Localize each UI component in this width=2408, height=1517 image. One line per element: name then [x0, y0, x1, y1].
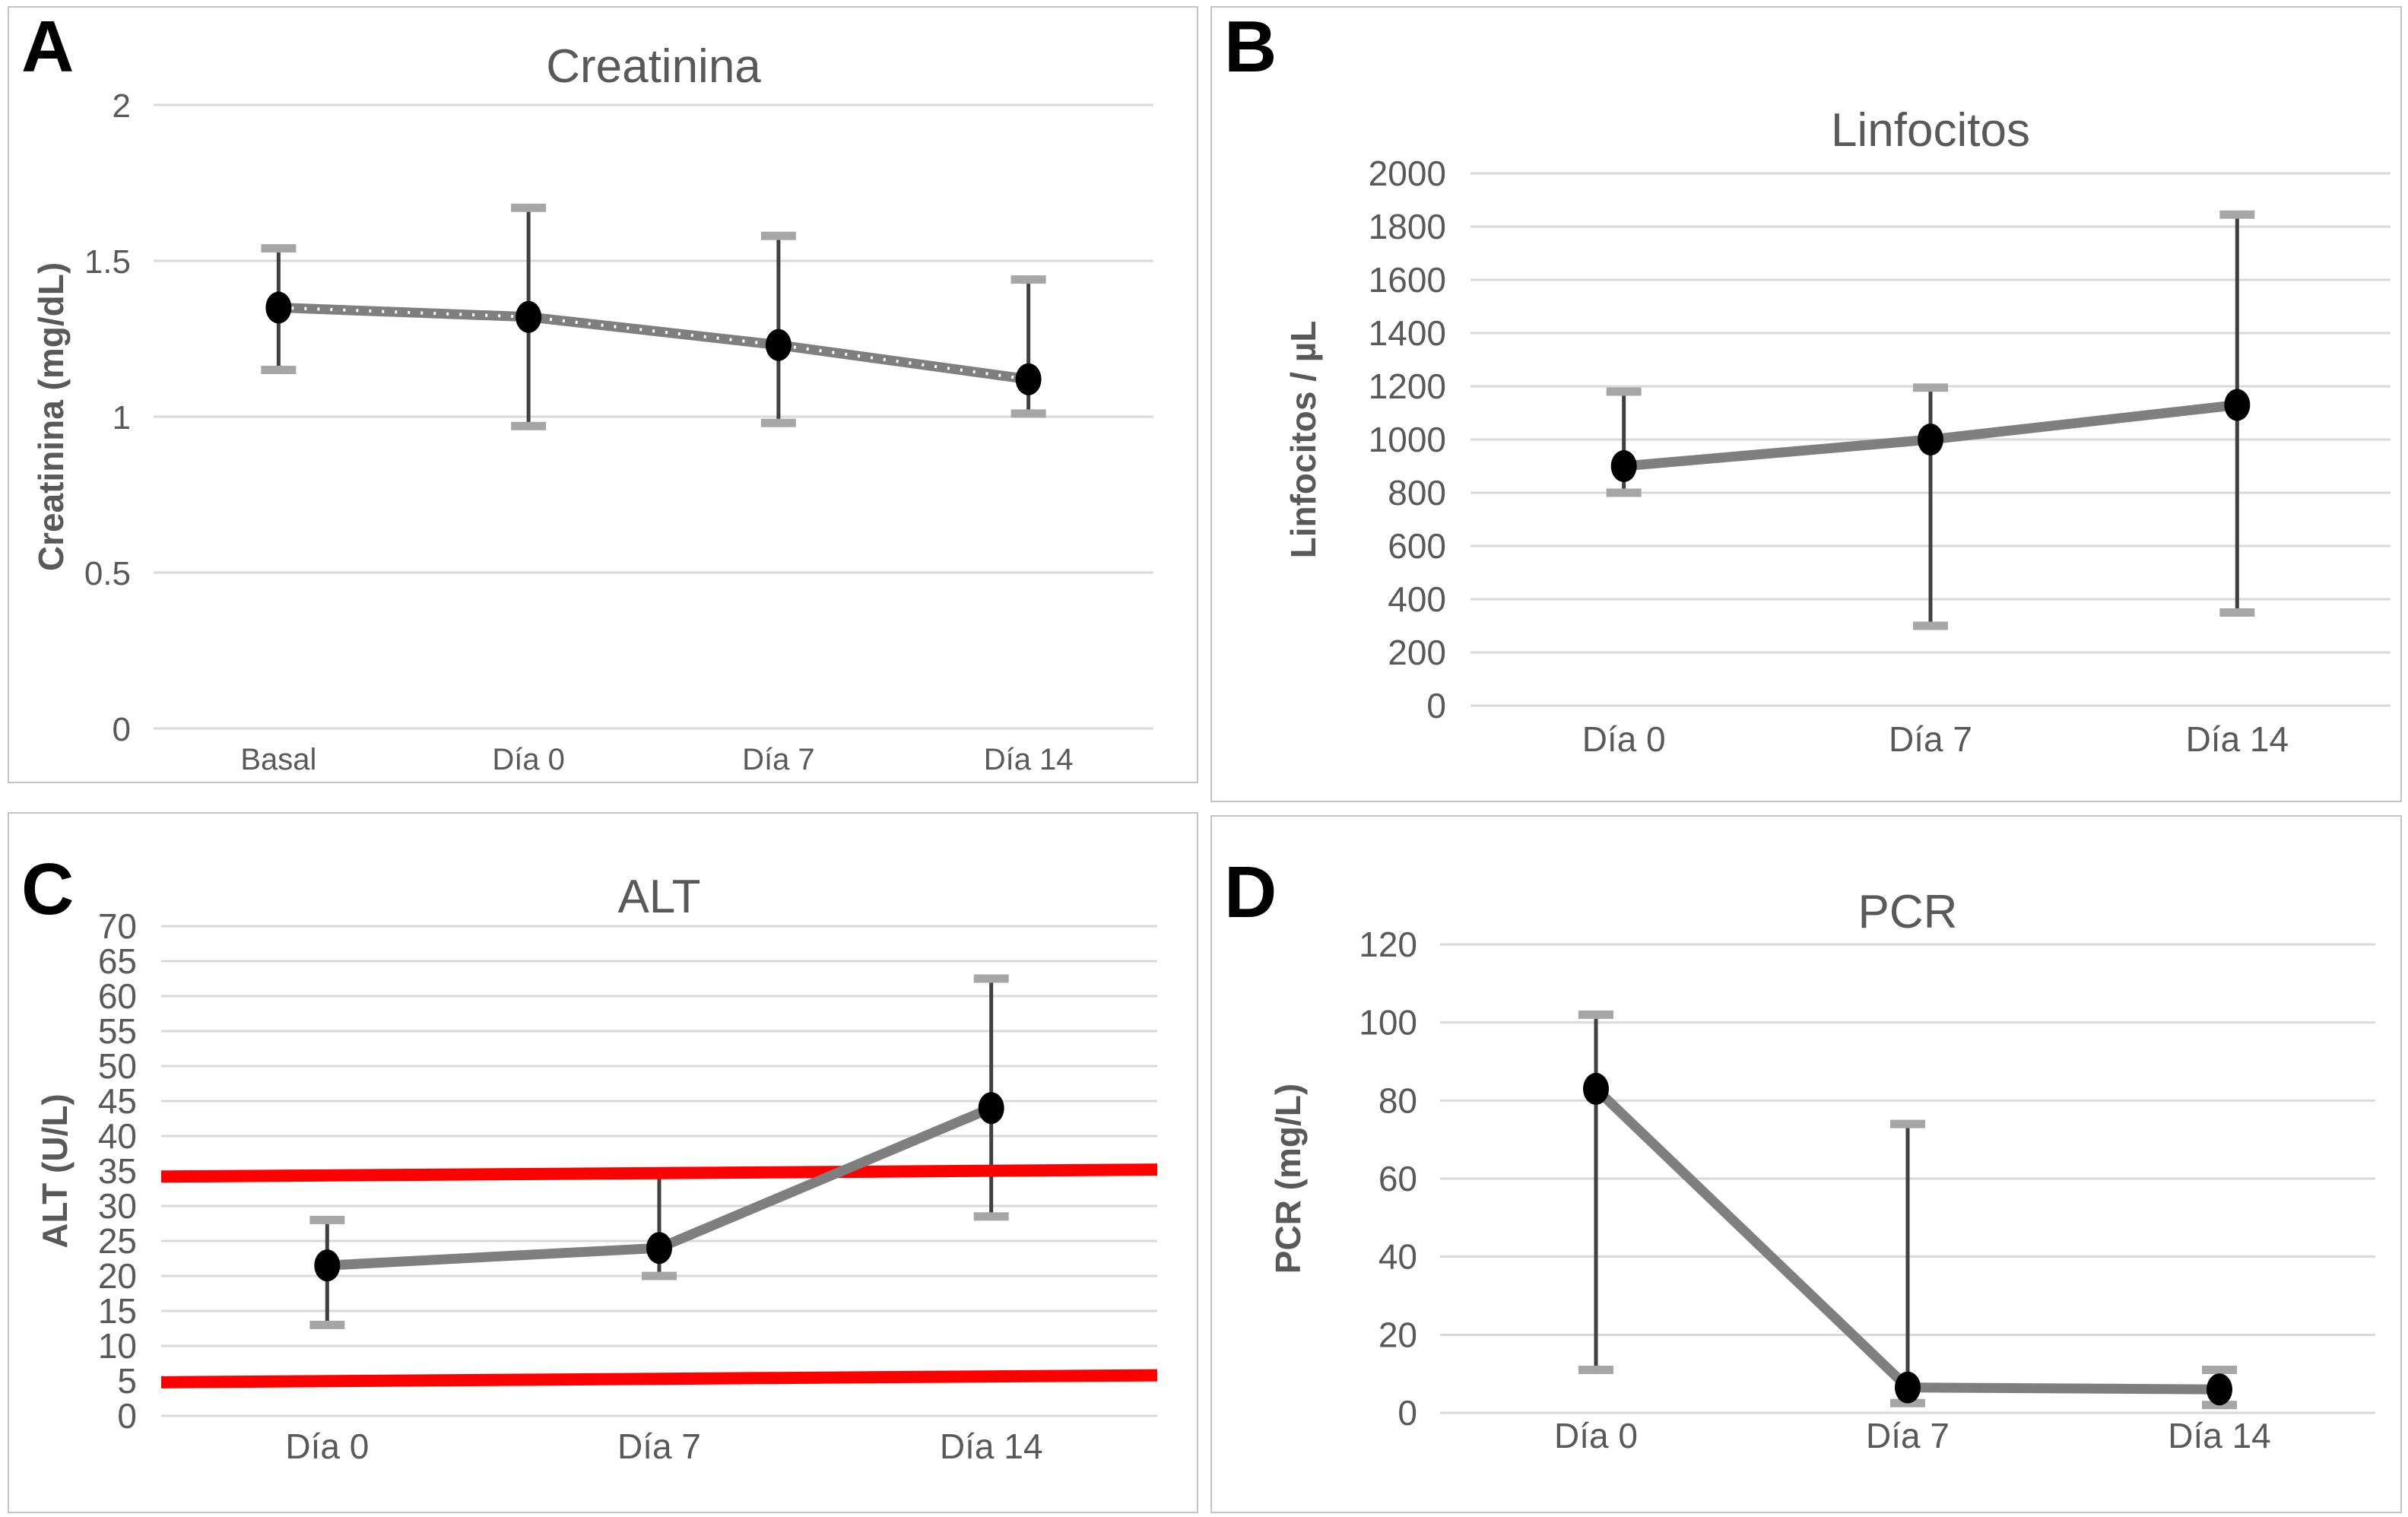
svg-text:Día 14: Día 14 [984, 743, 1074, 776]
svg-text:10: 10 [98, 1326, 137, 1366]
svg-text:Día 14: Día 14 [2186, 719, 2289, 759]
panel-linfocitos: 0 200 400 600 800 1000 1200 1400 1600 1800 2000 Día… [1210, 6, 2402, 802]
svg-text:40: 40 [1378, 1237, 1417, 1277]
svg-text:80: 80 [1378, 1081, 1417, 1120]
svg-text:Día 7: Día 7 [1866, 1416, 1950, 1455]
y-axis-label-linfocitos: Linfocitos / µL [1283, 320, 1323, 559]
panel-pcr: 0 20 40 60 80 100 120 Día 0 Día 7 Día 14 D PCR PC… [1210, 815, 2402, 1513]
creatinina-chart: 0 0.5 1 1.5 2 Basal Día 0 Día 7 Día 14 [84, 87, 1153, 776]
svg-text:400: 400 [1388, 579, 1446, 619]
y-axis-label-pcr: PCR (mg/L) [1268, 1083, 1308, 1274]
svg-text:15: 15 [98, 1291, 137, 1331]
svg-text:65: 65 [98, 941, 137, 981]
svg-text:Día 0: Día 0 [1582, 719, 1666, 759]
svg-text:Día 0: Día 0 [492, 743, 565, 776]
panel-alt: 0 5 10 15 20 25 30 35 40 45 50 55 60 65 70 Día 0 Día 7 Dí… [8, 812, 1198, 1513]
svg-text:1400: 1400 [1369, 313, 1446, 353]
chart-title-pcr: PCR [1858, 886, 1958, 938]
svg-text:120: 120 [1359, 925, 1417, 964]
svg-text:1000: 1000 [1369, 420, 1446, 459]
svg-text:Día 7: Día 7 [1889, 719, 1972, 759]
svg-text:0: 0 [1426, 686, 1446, 725]
chart-title-alt: ALT [617, 871, 701, 923]
svg-text:Día 7: Día 7 [742, 743, 815, 776]
svg-text:1.5: 1.5 [84, 243, 131, 281]
svg-text:0: 0 [113, 711, 131, 748]
svg-text:Día 14: Día 14 [940, 1427, 1043, 1466]
svg-text:50: 50 [98, 1046, 137, 1086]
panel-letter-b: B [1224, 6, 1277, 87]
svg-text:0.5: 0.5 [84, 555, 131, 592]
panel-creatinina: 0 0.5 1 1.5 2 Basal Día 0 Día 7 Día 14 A Creatin… [8, 6, 1198, 783]
svg-text:1600: 1600 [1369, 260, 1446, 300]
svg-text:1: 1 [113, 399, 131, 436]
svg-text:70: 70 [98, 906, 137, 946]
svg-text:35: 35 [98, 1151, 137, 1191]
svg-text:40: 40 [98, 1116, 137, 1156]
svg-text:0: 0 [117, 1396, 137, 1436]
svg-text:20: 20 [98, 1256, 137, 1296]
panel-letter-a: A [21, 6, 75, 87]
svg-text:2000: 2000 [1369, 154, 1446, 193]
svg-text:0: 0 [1398, 1393, 1417, 1433]
y-axis-label-creatinina: Creatinina (mg/dL) [31, 262, 71, 572]
svg-text:800: 800 [1388, 473, 1446, 513]
chart-title-linfocitos: Linfocitos [1831, 104, 2030, 157]
svg-text:60: 60 [1378, 1159, 1417, 1198]
svg-text:Basal: Basal [240, 743, 316, 776]
y-axis-label-alt: ALT (U/L) [35, 1093, 75, 1249]
svg-text:2: 2 [113, 87, 131, 125]
svg-text:60: 60 [98, 976, 137, 1016]
svg-text:1800: 1800 [1369, 207, 1446, 246]
svg-text:100: 100 [1359, 1003, 1417, 1043]
svg-text:Día 14: Día 14 [2168, 1416, 2271, 1455]
svg-text:200: 200 [1388, 633, 1446, 672]
svg-text:1200: 1200 [1369, 367, 1446, 406]
panel-letter-c: C [21, 849, 75, 930]
linfocitos-chart: 0 200 400 600 800 1000 1200 1400 1600 1800 2000 Día… [1369, 154, 2391, 759]
svg-text:Día 7: Día 7 [617, 1427, 701, 1466]
svg-text:30: 30 [98, 1186, 137, 1226]
pcr-chart: 0 20 40 60 80 100 120 Día 0 Día 7 Día 14 [1359, 925, 2375, 1455]
svg-text:Día 0: Día 0 [1554, 1416, 1638, 1455]
chart-title-creatinina: Creatinina [546, 40, 761, 93]
svg-text:600: 600 [1388, 526, 1446, 566]
svg-text:Día 0: Día 0 [285, 1427, 369, 1466]
svg-text:55: 55 [98, 1011, 137, 1051]
svg-text:45: 45 [98, 1081, 137, 1121]
svg-text:20: 20 [1378, 1315, 1417, 1354]
panel-letter-d: D [1224, 852, 1277, 933]
svg-text:5: 5 [117, 1361, 137, 1401]
svg-text:25: 25 [98, 1221, 137, 1261]
